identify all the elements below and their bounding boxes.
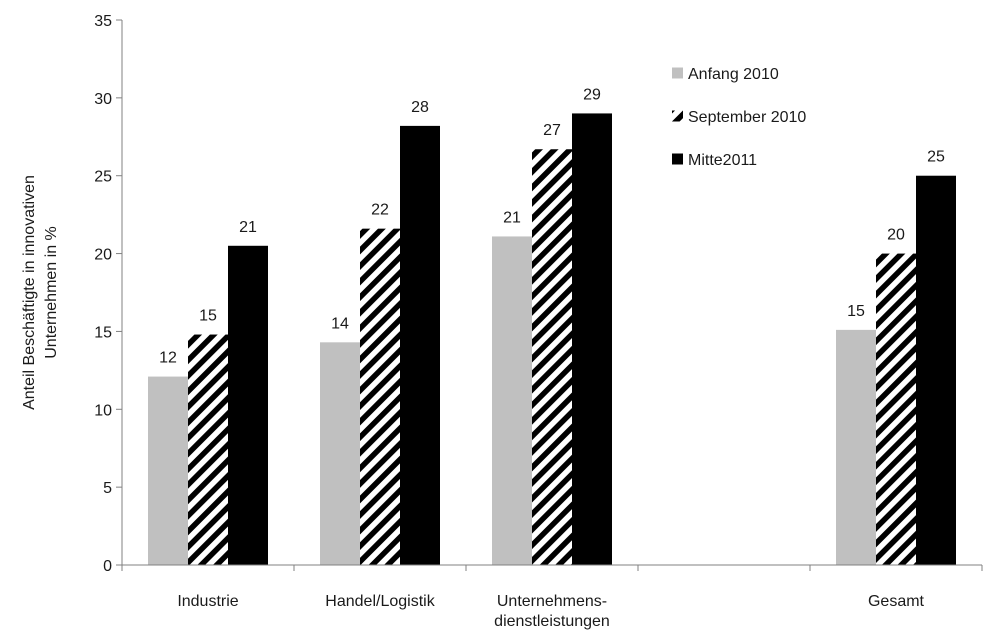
y-tick-label: 25 <box>94 169 112 186</box>
x-tick-label: Gesamt <box>868 593 925 610</box>
bar-2-1 <box>188 334 228 565</box>
bar-3-5 <box>916 175 956 565</box>
legend-swatch <box>672 153 683 165</box>
bar-1-5 <box>836 329 876 565</box>
data-label: 14 <box>331 315 349 332</box>
legend-label: Anfang 2010 <box>688 66 779 83</box>
bar-1-2 <box>320 342 360 565</box>
bar-3-2 <box>400 125 440 565</box>
data-label: 21 <box>239 219 257 236</box>
data-label: 20 <box>887 227 905 244</box>
data-label: 12 <box>159 350 177 367</box>
bar-2-5 <box>876 253 916 566</box>
data-label: 25 <box>927 149 945 166</box>
data-label: 15 <box>199 308 217 325</box>
bar-1-3 <box>492 236 532 565</box>
data-label: 29 <box>583 86 601 103</box>
y-tick-label: 0 <box>103 558 112 575</box>
bar-3-3 <box>572 113 612 565</box>
legend-label: Mitte2011 <box>688 152 757 169</box>
bar-2-2 <box>360 228 400 565</box>
y-axis-label: Anteil Beschäftigte in innovativen Untern… <box>21 175 60 410</box>
legend-item: Mitte2011 <box>672 152 757 169</box>
legend-label: September 2010 <box>688 109 806 126</box>
data-label: 15 <box>847 303 865 320</box>
y-tick-label: 20 <box>94 247 112 264</box>
legend-swatch <box>672 67 683 79</box>
data-label: 28 <box>411 99 429 116</box>
data-label: 27 <box>543 122 561 139</box>
legend-item: Anfang 2010 <box>672 66 779 83</box>
bar-1-1 <box>148 376 188 565</box>
y-tick-label: 5 <box>103 480 112 497</box>
bar-2-3 <box>532 149 572 565</box>
y-tick-label: 30 <box>94 91 112 108</box>
x-tick-label: Industrie <box>177 593 238 610</box>
y-tick-label: 15 <box>94 324 112 341</box>
y-tick-label: 35 <box>94 13 112 30</box>
legend-swatch <box>672 110 683 122</box>
legend-item: September 2010 <box>672 109 806 126</box>
data-label: 22 <box>371 202 389 219</box>
x-tick-label: Unternehmens-dienstleistungen <box>494 593 610 630</box>
y-tick-label: 10 <box>94 402 112 419</box>
bar-3-1 <box>228 245 268 566</box>
x-tick-label: Handel/Logistik <box>325 593 435 610</box>
data-label: 21 <box>503 209 521 226</box>
